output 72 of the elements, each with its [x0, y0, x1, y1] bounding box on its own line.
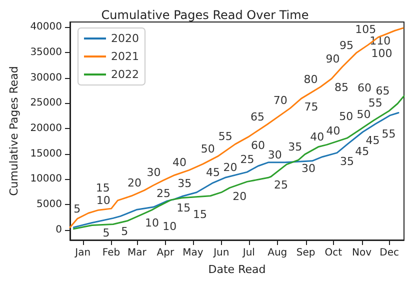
annotation: 60	[251, 139, 266, 152]
y-tick-label: 25000	[30, 98, 62, 109]
annotation: 25	[274, 178, 288, 192]
annotation: 105	[355, 23, 376, 36]
annotation: 5	[121, 225, 128, 238]
annotation: 15	[96, 181, 110, 194]
annotation: 35	[178, 177, 192, 190]
annotation: 35	[340, 154, 354, 168]
annotation: 10	[162, 220, 177, 234]
annotation: 65	[376, 84, 390, 98]
y-tick-label: 5000	[36, 199, 62, 210]
x-axis-title: Date Read	[208, 263, 266, 276]
annotation: 50	[200, 142, 215, 156]
annotation: 75	[304, 100, 318, 114]
annotation: 55	[218, 130, 232, 144]
y-tick-label: 30000	[30, 72, 62, 84]
annotation: 40	[310, 130, 324, 144]
x-tick-label: May	[182, 248, 204, 258]
annotation: 15	[176, 201, 191, 214]
x-tick-label: Aug	[268, 248, 288, 258]
annotation: 55	[382, 127, 396, 140]
x-tick-label: Sep	[296, 248, 316, 258]
legend-label: 2020	[111, 32, 139, 45]
chart-title: Cumulative Pages Read Over Time	[101, 8, 309, 22]
annotation: 30	[268, 148, 282, 162]
y-tick-label: 20000	[30, 122, 62, 134]
annotation: 85	[334, 80, 349, 94]
annotation: 95	[339, 38, 354, 52]
legend-label: 2022	[111, 68, 139, 81]
x-tick-label: Feb	[102, 248, 120, 258]
annotation: 20	[232, 190, 247, 203]
annotation: 55	[368, 96, 382, 110]
legend-label: 2021	[111, 50, 139, 63]
y-tick-label: 15000	[30, 148, 62, 160]
x-tick-label: Mar	[128, 248, 148, 258]
x-tick-label: Nov	[352, 248, 372, 258]
y-tick-label: 10000	[30, 174, 62, 185]
annotation: 100	[371, 46, 392, 60]
y-tick-label: 35000	[30, 46, 62, 58]
annotation: 15	[192, 208, 207, 221]
annotation: 45	[206, 166, 220, 179]
annotation: 5	[74, 202, 81, 216]
annotation: 20	[223, 161, 238, 174]
x-tick-label: Apr	[156, 248, 175, 258]
x-tick-label: Oct	[324, 248, 342, 258]
annotation: 10	[144, 216, 159, 230]
annotation: 25	[156, 187, 170, 200]
annotation: 30	[301, 162, 316, 175]
x-tick-label: Dec	[380, 248, 399, 258]
annotation: 30	[146, 166, 161, 180]
annotation: 40	[172, 156, 186, 170]
annotation: 25	[240, 153, 254, 166]
annotation: 20	[128, 176, 142, 190]
annotation: 65	[250, 110, 264, 124]
annotation: 70	[273, 94, 288, 108]
annotation: 45	[355, 145, 370, 158]
annotation: 80	[304, 72, 318, 86]
annotation: 40	[326, 124, 340, 138]
x-tick-label: Jul	[242, 248, 255, 258]
annotation: 60	[358, 82, 372, 95]
x-tick-label: Jan	[74, 248, 91, 258]
y-axis-title: Cumulative Pages Read	[7, 66, 20, 196]
annotation: 5	[102, 226, 110, 240]
y-tick-label: 0	[56, 224, 62, 236]
annotation: 45	[366, 134, 380, 148]
annotation: 50	[339, 110, 354, 123]
annotation: 90	[326, 52, 340, 66]
annotation: 35	[288, 140, 302, 154]
y-tick-label: 40000	[30, 22, 62, 33]
x-tick-label: Jun	[212, 248, 230, 258]
annotation: 50	[356, 108, 371, 121]
annotation: 10	[96, 194, 110, 208]
